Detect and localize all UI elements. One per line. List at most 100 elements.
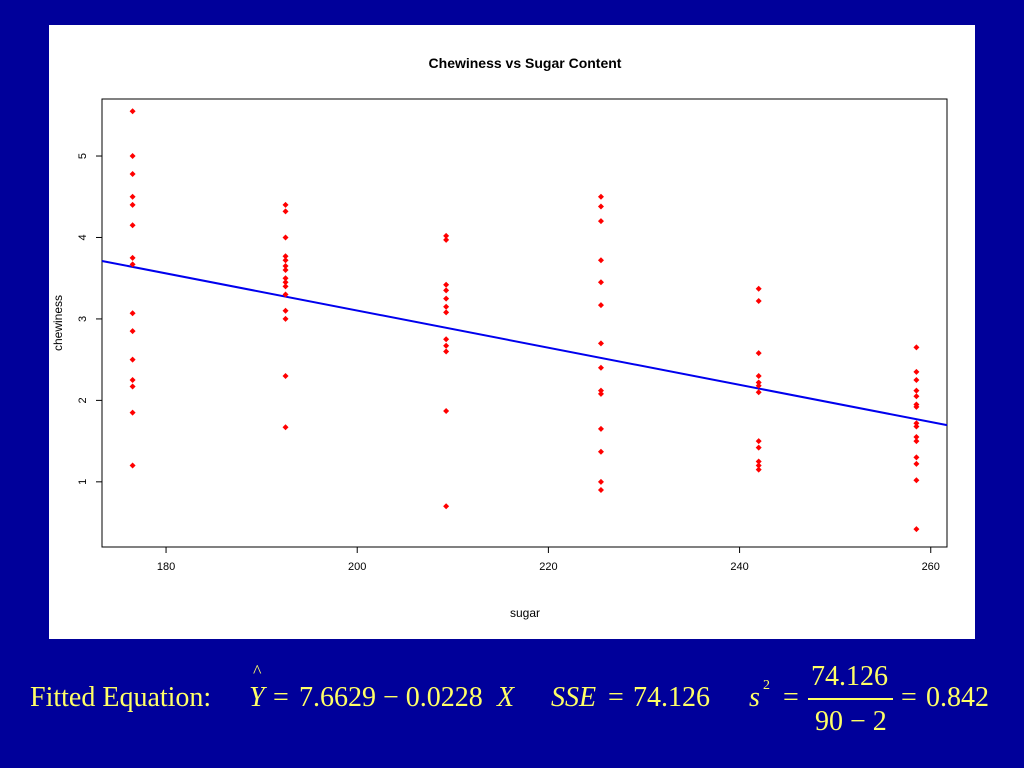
y-tick-label: 3 <box>77 316 89 322</box>
data-point <box>443 295 450 302</box>
chart-title: Chewiness vs Sugar Content <box>429 55 622 71</box>
chart-panel: Chewiness vs Sugar Content 180 200 220 240 2… <box>49 25 975 639</box>
data-point <box>282 257 289 264</box>
data-point <box>129 383 136 390</box>
data-point <box>282 279 289 286</box>
fraction-bar <box>808 698 893 700</box>
data-point <box>913 434 920 441</box>
data-point <box>129 222 136 229</box>
data-point <box>597 257 604 264</box>
data-point <box>129 254 136 261</box>
data-point <box>282 372 289 379</box>
regression-line <box>101 259 948 427</box>
data-point <box>282 291 289 298</box>
data-point <box>282 262 289 269</box>
data-point <box>755 372 762 379</box>
data-point <box>282 283 289 290</box>
scatter-chart: Chewiness vs Sugar Content 180 200 220 240 2… <box>51 55 948 620</box>
data-point <box>597 302 604 309</box>
data-point <box>913 423 920 430</box>
data-point <box>597 486 604 493</box>
x-tick-label: 200 <box>348 561 366 573</box>
data-point <box>129 261 136 268</box>
data-point <box>443 287 450 294</box>
x-axis: 180 200 220 240 260 <box>157 547 940 573</box>
data-point <box>282 234 289 241</box>
data-point <box>129 462 136 469</box>
data-point <box>129 108 136 115</box>
data-point <box>282 267 289 274</box>
data-point <box>597 387 604 394</box>
y-axis-label: chewiness <box>51 295 65 351</box>
data-point <box>282 201 289 208</box>
equation-x-symbol: X <box>497 682 515 713</box>
data-point <box>129 356 136 363</box>
data-point <box>282 315 289 322</box>
plot-frame <box>101 98 948 548</box>
data-point <box>443 309 450 316</box>
data-point <box>597 193 604 200</box>
data-point <box>913 344 920 351</box>
y-axis: 1 2 3 4 5 <box>77 153 102 485</box>
data-point <box>755 466 762 473</box>
data-point <box>755 379 762 386</box>
data-point <box>597 340 604 347</box>
data-point <box>443 342 450 349</box>
data-point <box>597 478 604 485</box>
data-point <box>597 218 604 225</box>
data-point <box>282 208 289 215</box>
data-point <box>443 336 450 343</box>
data-point <box>129 193 136 200</box>
data-point <box>913 526 920 533</box>
data-point <box>443 236 450 243</box>
x-tick-label: 260 <box>922 561 940 573</box>
variance-equals: = <box>783 682 799 713</box>
data-point <box>913 477 920 484</box>
data-point <box>913 387 920 394</box>
data-point <box>913 438 920 445</box>
equation-equals: = <box>273 682 289 713</box>
data-point <box>129 310 136 317</box>
data-point <box>597 279 604 286</box>
data-point <box>597 448 604 455</box>
sse-label: SSE <box>551 682 597 713</box>
s-exponent: 2 <box>763 678 770 693</box>
variance-value: 0.842 <box>926 682 989 713</box>
data-point <box>443 232 450 239</box>
s-symbol: s <box>749 682 760 713</box>
data-point <box>443 407 450 414</box>
data-point <box>755 462 762 469</box>
data-point <box>913 377 920 384</box>
x-tick-label: 180 <box>157 561 175 573</box>
data-point <box>913 403 920 410</box>
y-tick-label: 5 <box>77 153 89 159</box>
fraction-denominator: 90 − 2 <box>815 706 887 737</box>
data-point <box>755 285 762 292</box>
data-point <box>282 424 289 431</box>
y-tick-label: 1 <box>77 479 89 485</box>
data-point <box>129 328 136 335</box>
hat-symbol: ^ <box>253 661 262 681</box>
data-point <box>913 460 920 467</box>
fraction-numerator: 74.126 <box>811 661 888 692</box>
x-tick-label: 240 <box>730 561 748 573</box>
fitted-equation-label: Fitted Equation: <box>30 682 212 713</box>
data-point <box>755 350 762 357</box>
data-point <box>597 203 604 210</box>
data-point <box>755 438 762 445</box>
data-point <box>597 364 604 371</box>
data-point <box>129 377 136 384</box>
data-point <box>755 298 762 305</box>
regression-layer <box>101 259 948 427</box>
data-point <box>913 368 920 375</box>
y-hat-symbol: Y <box>249 682 265 713</box>
data-point <box>913 393 920 400</box>
data-point <box>443 503 450 510</box>
data-point <box>755 382 762 389</box>
data-point <box>597 390 604 397</box>
variance-result-equals: = <box>901 682 917 713</box>
data-point <box>913 420 920 427</box>
data-point <box>129 153 136 160</box>
points-layer <box>129 108 920 533</box>
data-point <box>443 348 450 355</box>
